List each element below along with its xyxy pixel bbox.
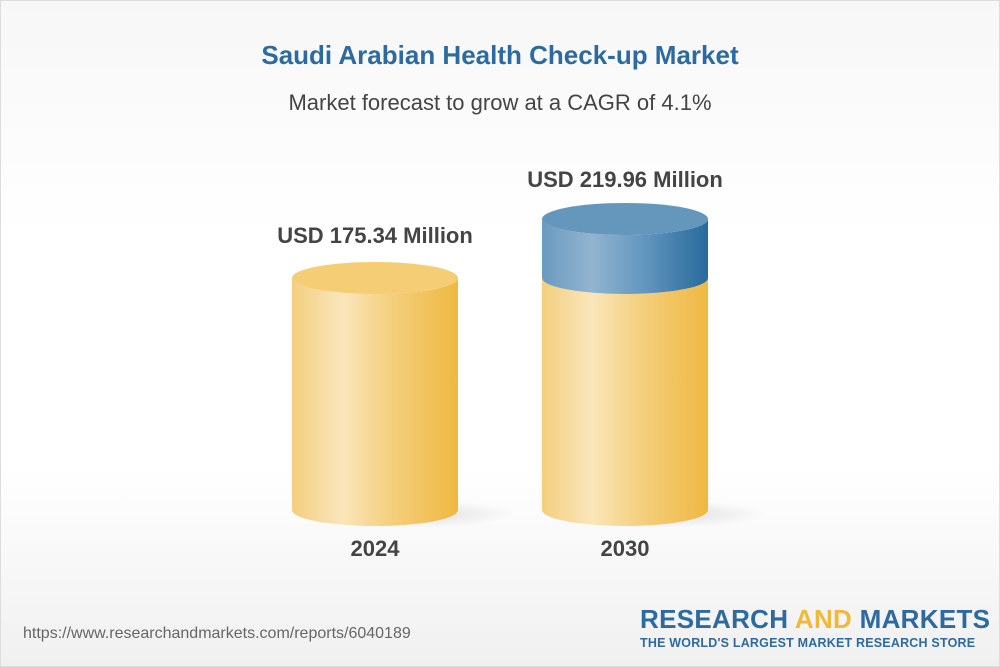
cylinder-base-2024 [292,278,458,526]
cylinder-top-2024 [292,262,458,294]
logo-word-markets: MARKETS [859,604,991,634]
cylinder-base-2030 [542,278,708,526]
logo-tagline: THE WORLD'S LARGEST MARKET RESEARCH STOR… [640,636,976,650]
data-label-2030: USD 219.96 Million [527,167,723,192]
logo-word-research: RESEARCH [640,604,789,634]
logo-word-and: AND [794,604,853,634]
chart-subtitle: Market forecast to grow at a CAGR of 4.1… [288,90,712,115]
cylinder-growth-2030 [542,218,708,294]
cylinder-top-2030 [542,202,708,235]
chart-title: Saudi Arabian Health Check-up Market [261,40,739,70]
data-label-2024: USD 175.34 Million [277,223,473,248]
category-label-2024: 2024 [351,536,401,561]
source-url[interactable]: https://www.researchandmarkets.com/repor… [23,625,411,642]
category-label-2030: 2030 [601,536,650,561]
cylinder-chart: USD 175.34 Million USD 219.96 Million 20… [277,167,765,561]
research-and-markets-logo[interactable]: RESEARCH AND MARKETS THE WORLD'S LARGEST… [640,604,990,650]
